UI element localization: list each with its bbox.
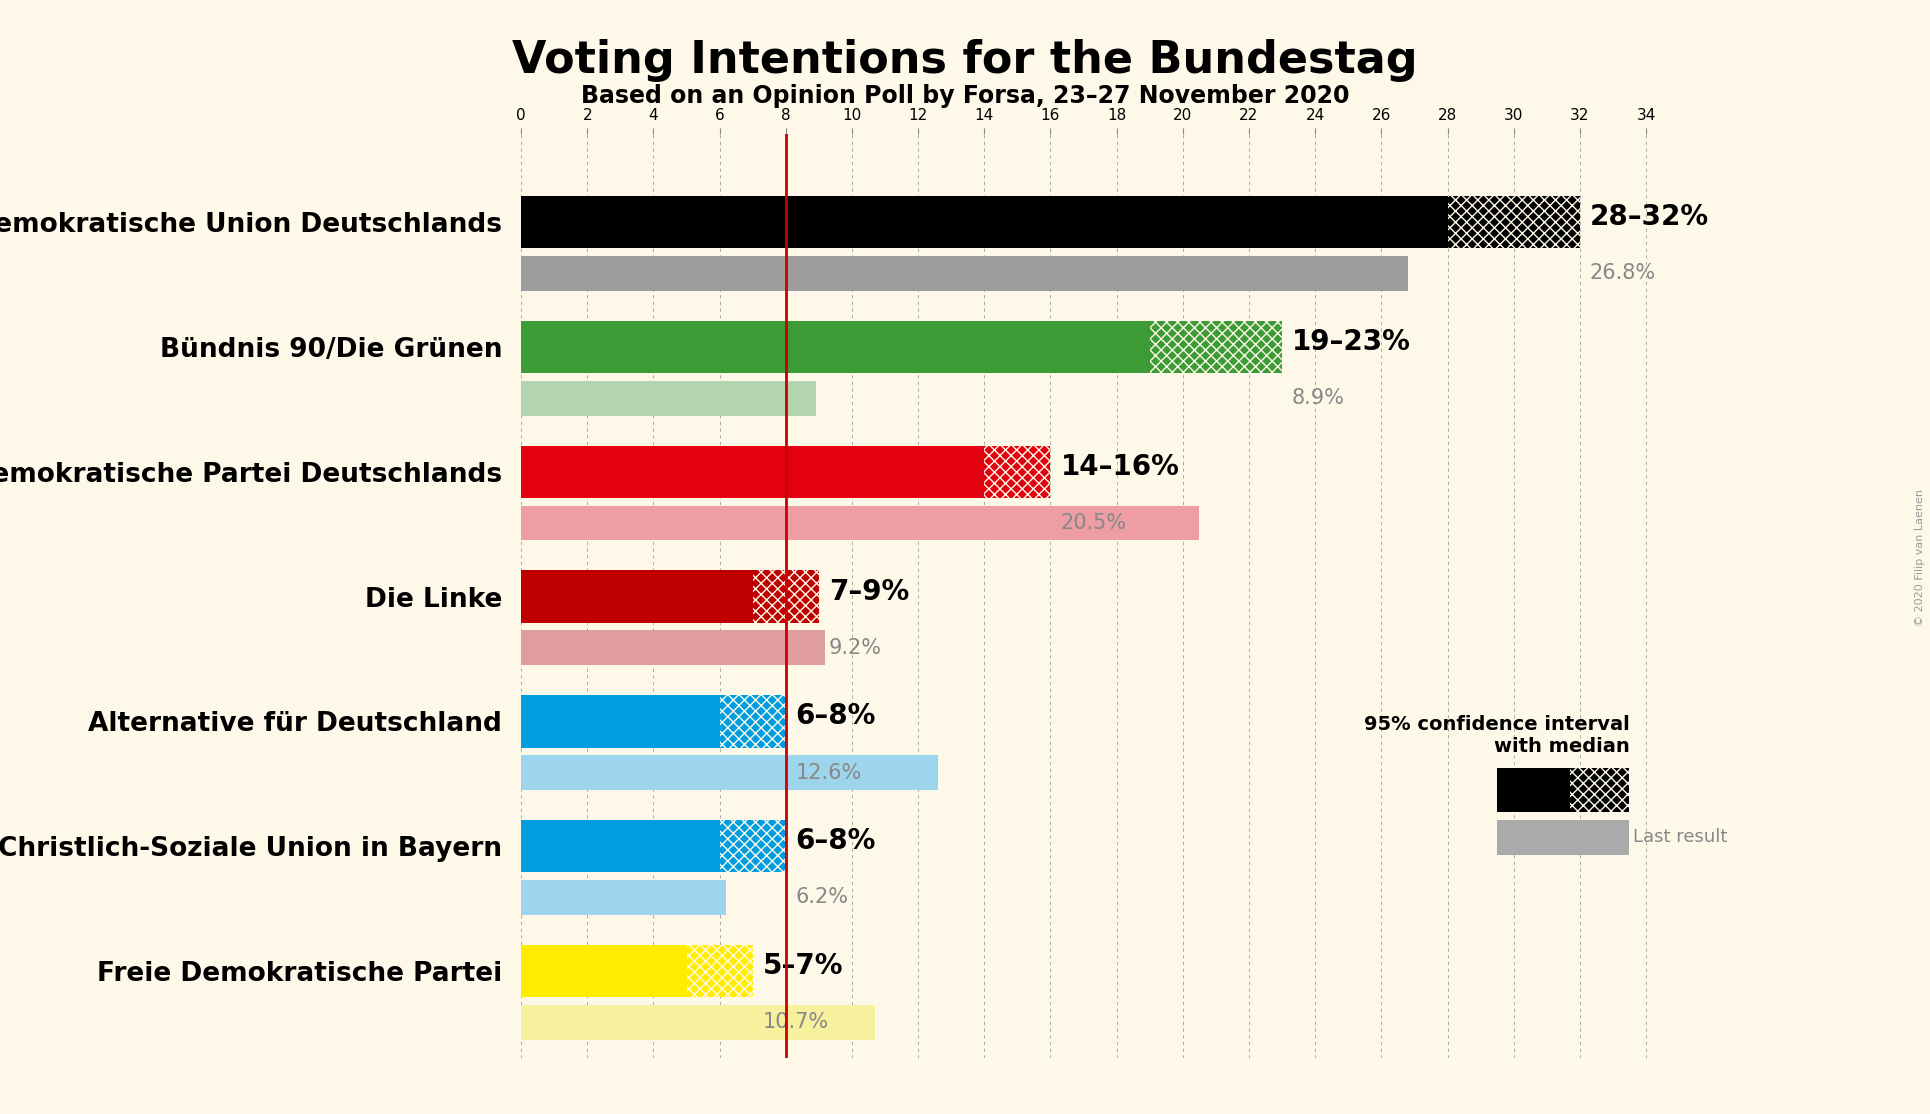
Text: © 2020 Filip van Laenen: © 2020 Filip van Laenen: [1915, 489, 1926, 625]
Text: 19–23%: 19–23%: [1291, 328, 1411, 356]
Bar: [521, 945, 687, 997]
Bar: [1498, 820, 1629, 854]
Bar: [521, 880, 726, 915]
Bar: [521, 506, 1199, 540]
Bar: [521, 381, 816, 416]
Text: 6–8%: 6–8%: [795, 828, 876, 856]
Bar: [521, 631, 826, 665]
Text: 7–9%: 7–9%: [828, 578, 909, 606]
Bar: [521, 446, 984, 498]
Bar: [521, 256, 1407, 291]
Bar: [1448, 196, 1581, 248]
Text: 6.2%: 6.2%: [795, 888, 849, 907]
Text: 12.6%: 12.6%: [795, 763, 863, 782]
Bar: [753, 570, 818, 623]
Text: 95% confidence interval
with median: 95% confidence interval with median: [1365, 715, 1629, 756]
Text: 14–16%: 14–16%: [1060, 453, 1179, 481]
Text: 8.9%: 8.9%: [1291, 388, 1345, 408]
Bar: [521, 755, 938, 790]
Text: 28–32%: 28–32%: [1590, 203, 1708, 232]
Bar: [521, 820, 720, 872]
Bar: [687, 945, 753, 997]
Bar: [984, 446, 1050, 498]
Bar: [720, 695, 786, 747]
Text: 5–7%: 5–7%: [762, 952, 843, 980]
Text: Based on an Opinion Poll by Forsa, 23–27 November 2020: Based on an Opinion Poll by Forsa, 23–27…: [581, 84, 1349, 108]
Bar: [521, 321, 1150, 373]
Text: 6–8%: 6–8%: [795, 703, 876, 731]
Bar: [720, 820, 786, 872]
Bar: [521, 1005, 874, 1039]
Bar: [1498, 769, 1569, 812]
Text: 20.5%: 20.5%: [1060, 512, 1127, 532]
Bar: [521, 695, 720, 747]
Text: Last result: Last result: [1633, 829, 1727, 847]
Text: 9.2%: 9.2%: [828, 638, 882, 657]
Bar: [521, 570, 753, 623]
Bar: [521, 196, 1448, 248]
Text: Voting Intentions for the Bundestag: Voting Intentions for the Bundestag: [511, 39, 1419, 82]
Text: 26.8%: 26.8%: [1590, 263, 1656, 283]
Bar: [1569, 769, 1629, 812]
Text: 10.7%: 10.7%: [762, 1013, 828, 1032]
Bar: [1150, 321, 1282, 373]
